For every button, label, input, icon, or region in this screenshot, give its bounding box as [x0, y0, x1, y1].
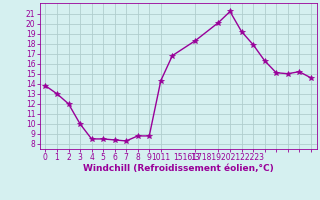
X-axis label: Windchill (Refroidissement éolien,°C): Windchill (Refroidissement éolien,°C) — [83, 164, 274, 173]
